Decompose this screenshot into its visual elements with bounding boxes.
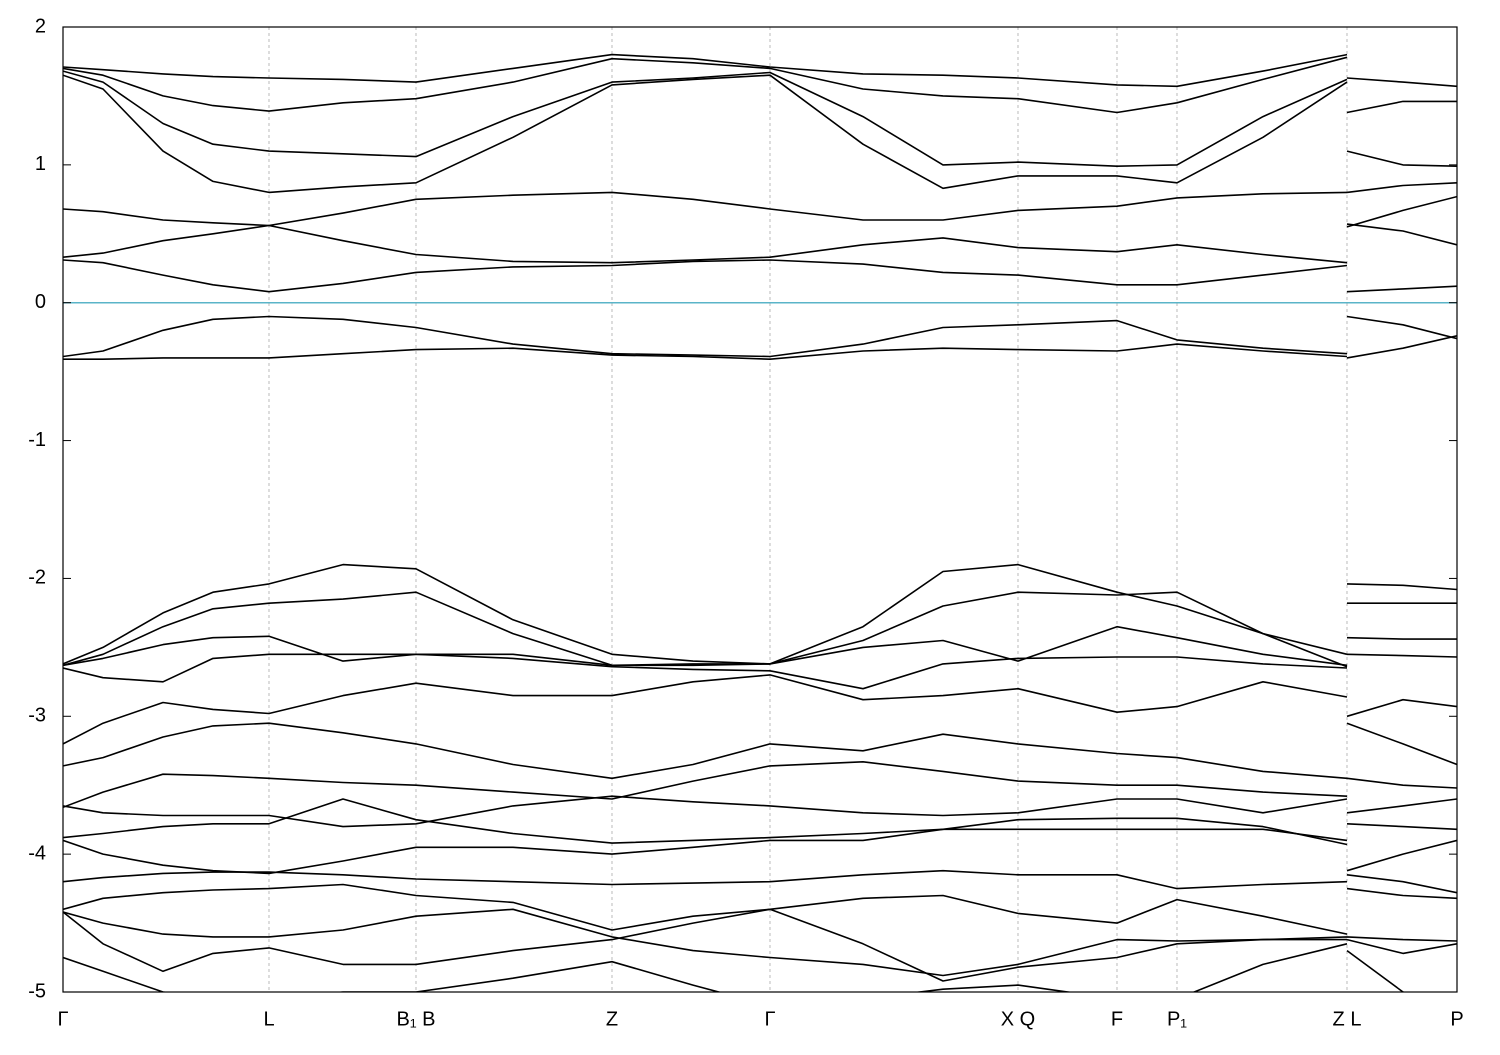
band-layer bbox=[63, 53, 1457, 992]
x-tick-label: Z L bbox=[1333, 1008, 1362, 1030]
band-line bbox=[63, 625, 1457, 667]
band-line bbox=[63, 908, 1457, 982]
x-tick-label: Γ bbox=[57, 1008, 68, 1030]
band-line bbox=[63, 761, 1457, 809]
x-tick-label: F bbox=[1111, 1008, 1123, 1030]
band-line bbox=[63, 798, 1457, 844]
y-tick-label: -4 bbox=[28, 842, 46, 864]
x-tick-label: L bbox=[263, 1008, 274, 1030]
band-line bbox=[63, 674, 1457, 745]
band-line bbox=[63, 70, 1457, 167]
grid-layer bbox=[62, 27, 1458, 992]
band-line bbox=[63, 869, 1457, 894]
band-line bbox=[63, 795, 1457, 828]
band-line bbox=[63, 563, 1457, 665]
y-tick-label: 1 bbox=[35, 153, 46, 175]
band-line bbox=[63, 817, 1457, 875]
y-tick-label: -2 bbox=[28, 567, 46, 589]
band-line bbox=[63, 335, 1457, 360]
x-tick-label: Z bbox=[606, 1008, 618, 1030]
x-tick-label: B₁ B bbox=[397, 1008, 436, 1030]
band-line bbox=[63, 223, 1457, 264]
x-tick-label: X Q bbox=[1001, 1008, 1035, 1030]
band-line bbox=[63, 53, 1457, 88]
band-line bbox=[63, 191, 1457, 228]
band-line bbox=[63, 722, 1457, 780]
y-tick-label: -3 bbox=[28, 705, 46, 727]
y-tick-label: -1 bbox=[28, 429, 46, 451]
band-line bbox=[63, 56, 1457, 114]
x-tick-label: P bbox=[1450, 1008, 1463, 1030]
y-tick-label: -5 bbox=[28, 980, 46, 1002]
x-tick-label: P₁ bbox=[1167, 1008, 1187, 1030]
band-line bbox=[63, 653, 1457, 690]
y-tick-label: 2 bbox=[35, 15, 46, 37]
band-line bbox=[63, 259, 1457, 293]
x-tick-label: Γ bbox=[764, 1008, 775, 1030]
band-line bbox=[63, 883, 1457, 935]
band-line bbox=[63, 315, 1457, 358]
band-line bbox=[63, 943, 1407, 992]
y-tick-label: 0 bbox=[35, 291, 46, 313]
band-line bbox=[63, 908, 1457, 977]
band-line bbox=[63, 74, 1457, 194]
plot-frame bbox=[62, 26, 1458, 993]
